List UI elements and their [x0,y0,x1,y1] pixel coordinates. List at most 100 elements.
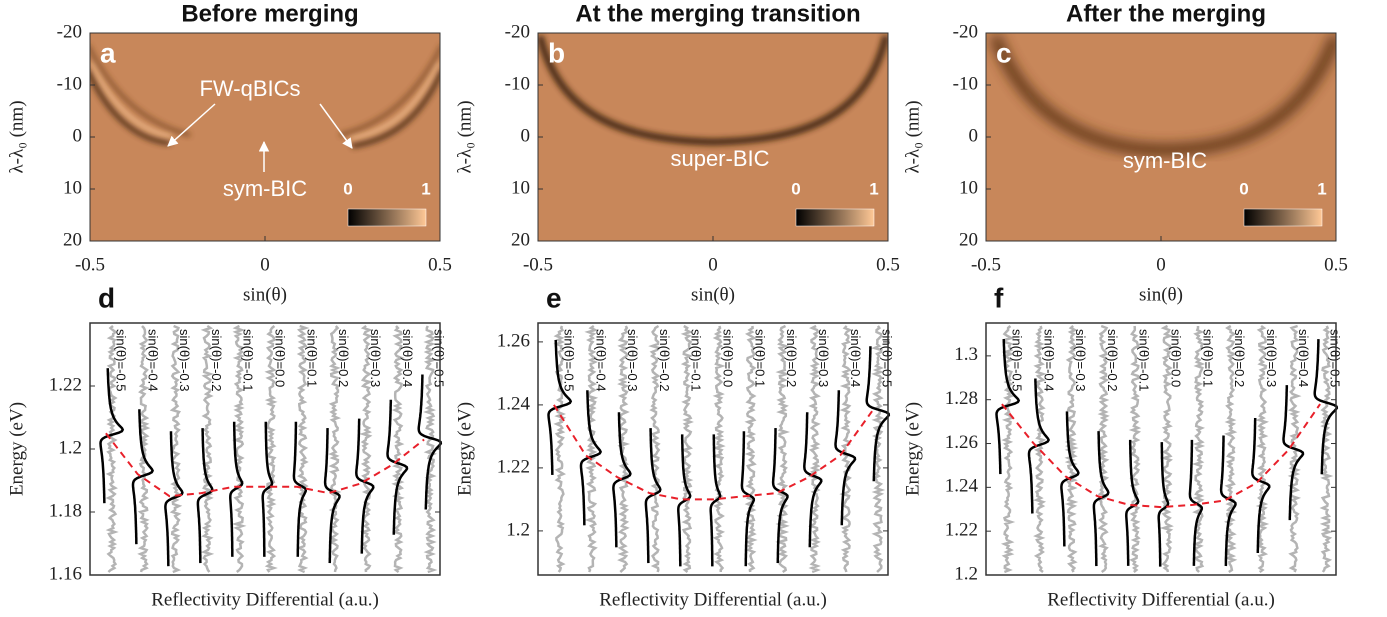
resonance-line [105,432,425,498]
spectrum-fit [740,431,756,567]
annotation: super-BIC [670,146,769,171]
x-tick-label: 0.5 [1324,254,1348,275]
y-tick-label: 1.16 [49,563,82,584]
spectrum-raw [264,325,278,573]
colorbar-tick-label: 0 [1239,179,1248,198]
resonance-band [349,61,440,140]
spectrum-raw [1033,325,1047,573]
trace-label: sin(θ)=0.1 [752,329,767,387]
spectrum-raw [137,325,151,573]
resonance-line [553,404,873,501]
resonance-band [538,35,888,146]
annotation: FW-qBICs [199,76,300,101]
plot-frame [537,322,889,576]
y-tick-label: 0 [969,125,979,146]
spectrum-raw [296,324,310,574]
y-axis-label: λ-λ₀ (nm) [902,100,923,173]
panel-title: Before merging [181,0,358,27]
trace-label: sin(θ)=-0.1 [241,329,256,392]
x-tick-label: 0 [708,254,718,275]
trace-label: sin(θ)=0.2 [1232,329,1247,387]
colorbar [347,208,427,227]
x-axis-label: Reflectivity Differential (a.u.) [599,589,827,610]
annotation-arrow [167,103,216,147]
spectrum-fit [1027,378,1050,514]
trace-label: sin(θ)=0.4 [400,329,415,387]
spectrum-raw [1097,324,1110,574]
heatmap-background [538,33,888,241]
y-axis-label: λ-λ₀ (nm) [6,100,27,173]
panel-label: f [994,282,1004,313]
colorbar-tick-label: 0 [343,179,352,198]
y-tick-label: 0 [521,125,531,146]
spectrum-raw [105,325,119,573]
y-tick-label: -20 [505,21,530,42]
spectrum-raw [1000,325,1016,574]
spectrum-raw [617,325,631,573]
y-tick-label: 1.22 [497,456,530,477]
heatmap-features [90,45,440,149]
trace-label: sin(θ)=-0.5 [561,329,576,392]
panel-label: a [100,37,116,68]
spectrum-fit [1251,418,1271,553]
spectrum-raw [839,325,853,573]
y-tick-label: -20 [953,21,978,42]
y-tick-label: 1.26 [945,432,978,453]
trace-label: sin(θ)=-0.3 [625,329,640,392]
x-tick-label: 0 [1156,254,1166,275]
y-tick-label: -10 [953,73,978,94]
heatmap-features [538,35,888,146]
heatmap-background [986,33,1336,241]
spectrum-raw [328,325,342,573]
trace-label: sin(θ)=-0.5 [1009,329,1024,392]
x-tick-label: 0.5 [876,254,900,275]
colorbar [795,208,875,227]
trace-label: sin(θ)=0.4 [1296,329,1311,387]
trace-label: sin(θ)=0.5 [432,329,447,387]
spectrum-fit [547,339,573,475]
spectrum-fit [355,418,375,554]
spectrum-raw [1255,324,1270,574]
y-tick-label: 1.24 [497,393,531,414]
colorbar-tick-label: 0 [791,179,800,198]
spectrum-raw [423,325,438,574]
resonance-line [1001,403,1321,509]
y-tick-label: 20 [511,229,530,250]
x-axis-label: sin(θ) [691,284,735,305]
x-tick-label: -0.5 [523,254,553,275]
spectrum-raw [553,325,567,573]
plot-frame [89,322,441,576]
y-tick-label: 1.2 [954,563,978,584]
trace-label: sin(θ)=0.0 [273,329,288,387]
annotation: sym-BIC [223,176,307,201]
spectrum-raw [584,324,599,573]
trace-label: sin(θ)=0.1 [304,329,319,387]
y-tick-label: 20 [63,229,82,250]
resonance-band [339,45,440,137]
spectrum-fit [1125,439,1140,566]
spectrum-fit [261,421,274,557]
y-tick-label: 1.2 [58,437,82,458]
y-tick-label: 1.3 [954,344,978,365]
resonance-band [351,68,440,149]
trace-label: sin(θ)=0.0 [1169,329,1184,387]
y-tick-label: 1.22 [945,520,978,541]
spectrum-raw [391,325,405,574]
trace-label: sin(θ)=-0.1 [1137,329,1152,392]
spectrum-fit [164,431,184,567]
spectrum-raw [871,325,886,573]
spectrum-raw [743,325,758,573]
spectrum-fit [1188,439,1204,566]
spectrum-fit [834,390,857,526]
y-axis-label: Energy (eV) [902,402,923,496]
x-tick-label: -0.5 [75,254,105,275]
panel-label: d [98,282,115,313]
trace-label: sin(θ)=-0.3 [1073,329,1088,392]
annotation-arrow [319,103,353,149]
y-tick-label: 0 [73,125,83,146]
y-tick-label: 1.18 [49,500,82,521]
trace-label: sin(θ)=0.3 [368,329,383,387]
y-tick-label: -10 [505,73,530,94]
spectrum-raw [711,325,726,573]
